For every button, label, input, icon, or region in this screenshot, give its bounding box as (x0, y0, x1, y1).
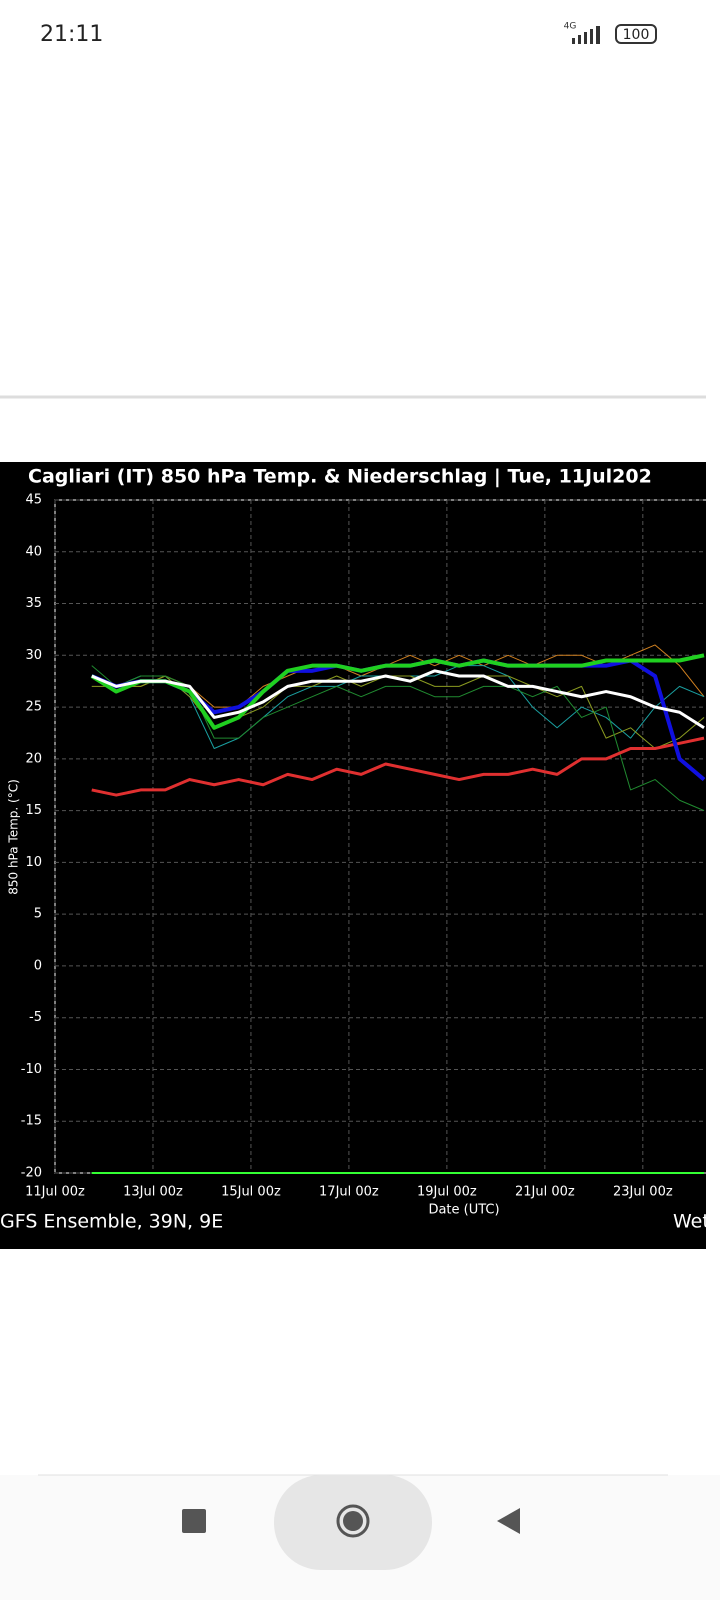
y-tick-label: 40 (25, 544, 42, 559)
series-line (91, 736, 705, 797)
x-axis-label: Date (UTC) (428, 1203, 499, 1218)
x-tick-label: 15Jul 00z (221, 1185, 281, 1200)
chart-title: Cagliari (IT) 850 hPa Temp. & Niederschl… (28, 466, 652, 488)
series-line (90, 653, 705, 730)
network-type: 4G (564, 22, 577, 32)
home-icon-dot (343, 1511, 363, 1531)
y-axis-label: 850 hPa Temp. (°C) (7, 779, 21, 895)
y-tick-label: 5 (34, 907, 42, 922)
y-tick-label: 25 (25, 700, 42, 715)
y-tick-label: -20 (21, 1166, 42, 1181)
y-tick-label: -10 (21, 1062, 42, 1077)
battery-icon (615, 24, 657, 44)
status-time: 21:11 (40, 22, 103, 47)
x-tick-label: 13Jul 00z (123, 1185, 183, 1200)
series-line (91, 669, 705, 730)
footer-right: Wet (673, 1211, 710, 1233)
x-tick-label: 19Jul 00z (417, 1185, 477, 1200)
x-tick-label: 11Jul 00z (25, 1185, 85, 1200)
series-line (91, 675, 705, 749)
chart: Cagliari (IT) 850 hPa Temp. & Niederschl… (0, 466, 710, 1233)
back-button[interactable] (497, 1508, 520, 1534)
y-tick-label: -5 (29, 1010, 42, 1025)
y-tick-label: 20 (25, 751, 42, 766)
x-tick-label: 21Jul 00z (515, 1185, 575, 1200)
y-tick-label: 15 (25, 803, 42, 818)
chart-background (0, 462, 706, 1249)
footer-left: GFS Ensemble, 39N, 9E (0, 1211, 223, 1233)
y-tick-label: -15 (21, 1114, 42, 1129)
home-icon (336, 1504, 370, 1538)
y-tick-label: 30 (25, 648, 42, 663)
x-tick-label: 17Jul 00z (319, 1185, 379, 1200)
y-tick-label: 35 (25, 596, 42, 611)
recents-button[interactable] (182, 1509, 206, 1533)
y-tick-label: 10 (25, 855, 42, 870)
y-tick-label: 0 (34, 958, 42, 973)
battery-level: 100 (623, 27, 650, 43)
y-tick-label: 45 (25, 493, 42, 508)
signal-icon (572, 26, 600, 44)
x-tick-label: 23Jul 00z (613, 1185, 673, 1200)
